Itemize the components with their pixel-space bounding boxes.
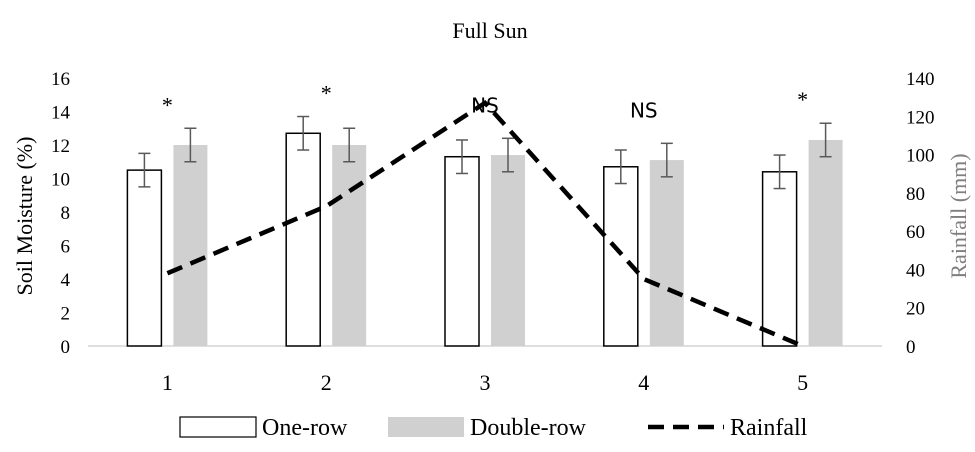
y2-tick-label: 120 [906,107,935,128]
y2-tick-label: 0 [906,337,916,358]
y-tick-label: 6 [61,237,71,258]
chart-title: Full Sun [452,18,527,43]
legend-label-double-row: Double-row [470,415,587,441]
y-tick-label: 14 [51,103,71,124]
y2-tick-label: 100 [906,146,935,167]
x-tick-label: 4 [638,370,649,395]
legend: One-row Double-row Rainfall [179,415,808,441]
y-tick-label: 0 [61,337,71,358]
bar-one-row [285,132,321,347]
y-tick-label: 4 [61,270,71,291]
significance-label: * [162,92,173,117]
bar-double-row [332,145,367,346]
y2-tick-label: 60 [906,222,925,243]
bar-double-row [808,139,843,346]
y-tick-label: 2 [61,304,71,325]
y2-tick-label: 140 [906,69,935,90]
y-tick-label: 10 [51,170,70,191]
bar-double-row [491,155,525,346]
y-tick-label: 12 [51,136,70,157]
significance-label: * [797,87,808,112]
rainfall-line [166,99,804,349]
x-tick-label: 5 [797,370,808,395]
x-tick-label: 2 [321,370,332,395]
x-tick-label: 1 [162,370,173,395]
legend-swatch-double-row [388,417,464,437]
bar-double-row [649,160,684,346]
bar-one-row [603,166,639,347]
y-tick-label: 8 [61,203,71,224]
y-tick-label: 16 [51,69,70,90]
bar-one-row [761,171,798,347]
significance-label: * [321,81,332,106]
legend-label-one-row: One-row [262,415,348,441]
x-tick-label: 3 [480,370,491,395]
legend-swatch-one-row [179,416,257,438]
bar-double-row [173,145,208,346]
bar-one-row [444,155,480,347]
y2-axis-label: Rainfall (mm) [946,153,971,278]
y-axis-label: Soil Moisture (%) [12,137,37,296]
significance-label: NS [630,98,658,122]
y2-tick-label: 80 [906,184,925,205]
y2-tick-label: 40 [906,260,925,281]
bar-one-row [126,169,163,347]
legend-label-rainfall: Rainfall [730,415,808,441]
y2-tick-label: 20 [906,299,925,320]
